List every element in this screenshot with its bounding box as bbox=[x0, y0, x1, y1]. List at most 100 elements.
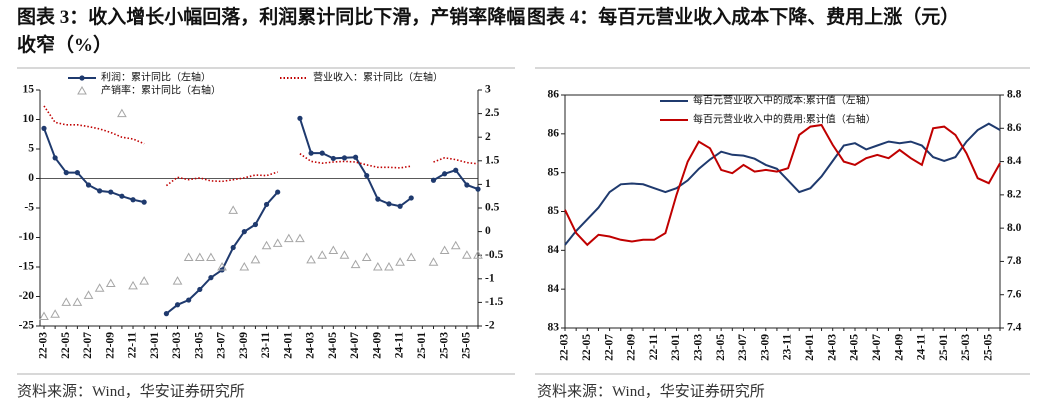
series-line bbox=[564, 122, 1001, 246]
marker bbox=[119, 193, 125, 199]
marker bbox=[94, 283, 105, 292]
x-tick-label: 23-03 bbox=[171, 332, 183, 359]
marker bbox=[361, 252, 372, 262]
y2-tick-label: 1.5 bbox=[485, 154, 500, 166]
marker bbox=[39, 311, 49, 321]
marker bbox=[228, 205, 239, 214]
marker bbox=[319, 150, 325, 156]
chart-title: 图表 4：每百元营业收入成本下降、费用上涨（元） bbox=[527, 7, 960, 28]
x-tick-label: 23-09 bbox=[759, 334, 771, 361]
y-tick-label: -20 bbox=[19, 290, 35, 302]
y-tick-label: 85 bbox=[548, 205, 560, 217]
x-tick-label: 23-07 bbox=[216, 332, 228, 359]
marker bbox=[72, 297, 83, 306]
marker bbox=[183, 252, 194, 262]
x-tick-label: 23-11 bbox=[782, 334, 794, 360]
x-tick-label: 24-01 bbox=[282, 332, 294, 359]
x-tick-label: 22-07 bbox=[82, 332, 94, 359]
x-tick-label: 22-09 bbox=[104, 332, 116, 359]
x-tick-label: 22-11 bbox=[648, 334, 660, 360]
marker bbox=[172, 276, 183, 285]
x-tick-label: 22-09 bbox=[626, 334, 638, 361]
marker bbox=[352, 154, 359, 160]
marker bbox=[61, 297, 72, 306]
y2-tick-label: -1.5 bbox=[485, 296, 503, 308]
y-tick-label: 84 bbox=[548, 244, 560, 256]
marker bbox=[372, 261, 383, 271]
x-tick-label: 23-05 bbox=[715, 334, 727, 361]
marker bbox=[341, 155, 348, 161]
y-tick-label: 5 bbox=[28, 143, 34, 155]
series-line bbox=[43, 117, 479, 315]
x-tick-label: 24-07 bbox=[871, 334, 883, 361]
y-tick-label: 84 bbox=[548, 283, 560, 295]
marker bbox=[475, 186, 481, 192]
marker bbox=[330, 155, 336, 162]
marker bbox=[230, 244, 236, 251]
marker bbox=[197, 286, 203, 293]
marker bbox=[375, 196, 381, 202]
marker bbox=[317, 250, 328, 259]
marker bbox=[52, 155, 58, 161]
x-tick-label: 24-11 bbox=[394, 332, 406, 358]
legend-label: 营业收入：累计同比（左轴） bbox=[313, 70, 443, 83]
marker bbox=[250, 254, 261, 264]
y2-tick-label: 3 bbox=[485, 84, 491, 96]
source: 资料来源：Wind，华安证券研究所 bbox=[17, 384, 245, 400]
y-tick-label: 86 bbox=[548, 127, 560, 139]
x-tick-label: 24-05 bbox=[327, 332, 339, 359]
x-tick-label: 24-05 bbox=[849, 334, 861, 361]
series-line bbox=[564, 123, 1001, 247]
marker bbox=[364, 172, 370, 179]
y-tick-label: 86 bbox=[548, 89, 560, 101]
marker bbox=[428, 257, 439, 266]
y-tick-label: 15 bbox=[23, 84, 35, 96]
marker bbox=[186, 297, 192, 303]
marker bbox=[439, 245, 450, 254]
marker bbox=[85, 182, 92, 188]
x-tick-label: 22-05 bbox=[60, 332, 72, 359]
x-tick-label: 23-01 bbox=[149, 332, 161, 359]
y2-tick-label: 1 bbox=[485, 178, 491, 190]
x-tick-label: 25-01 bbox=[938, 334, 950, 361]
y2-tick-label: 0.5 bbox=[485, 202, 500, 214]
marker bbox=[350, 259, 361, 269]
x-tick-label: 24-03 bbox=[826, 334, 838, 361]
y2-tick-label: 2 bbox=[485, 131, 491, 143]
x-tick-label: 25-03 bbox=[438, 332, 450, 359]
y2-tick-label: 8.0 bbox=[1007, 222, 1022, 234]
marker bbox=[239, 261, 250, 271]
x-tick-label: 22-03 bbox=[559, 334, 571, 361]
y2-tick-label: 7.6 bbox=[1007, 288, 1022, 300]
marker bbox=[50, 309, 60, 318]
legend-swatch bbox=[79, 75, 85, 81]
marker bbox=[241, 229, 247, 235]
marker bbox=[464, 182, 470, 188]
x-tick-label: 25-01 bbox=[416, 332, 428, 359]
marker bbox=[306, 254, 316, 264]
y-tick-label: 10 bbox=[23, 113, 35, 125]
x-tick-label: 22-07 bbox=[603, 334, 615, 361]
marker bbox=[83, 290, 94, 299]
marker bbox=[261, 240, 272, 250]
marker bbox=[462, 250, 472, 259]
y-tick-label: 0 bbox=[28, 172, 34, 184]
x-tick-label: 24-09 bbox=[893, 334, 905, 361]
marker bbox=[328, 245, 339, 254]
x-tick-label: 22-05 bbox=[581, 334, 593, 361]
marker bbox=[139, 276, 150, 285]
marker bbox=[453, 167, 459, 173]
legend-swatch bbox=[77, 85, 87, 95]
y-tick-label: -25 bbox=[19, 320, 35, 332]
y2-tick-label: 8.2 bbox=[1007, 188, 1022, 200]
marker bbox=[74, 170, 80, 176]
marker bbox=[395, 257, 405, 266]
marker bbox=[194, 252, 205, 262]
x-tick-label: 23-07 bbox=[737, 334, 749, 361]
x-tick-label: 24-01 bbox=[804, 334, 816, 361]
marker bbox=[41, 125, 47, 131]
legend-label: 产销率：累计同比（右轴） bbox=[101, 83, 221, 96]
marker bbox=[105, 278, 116, 288]
